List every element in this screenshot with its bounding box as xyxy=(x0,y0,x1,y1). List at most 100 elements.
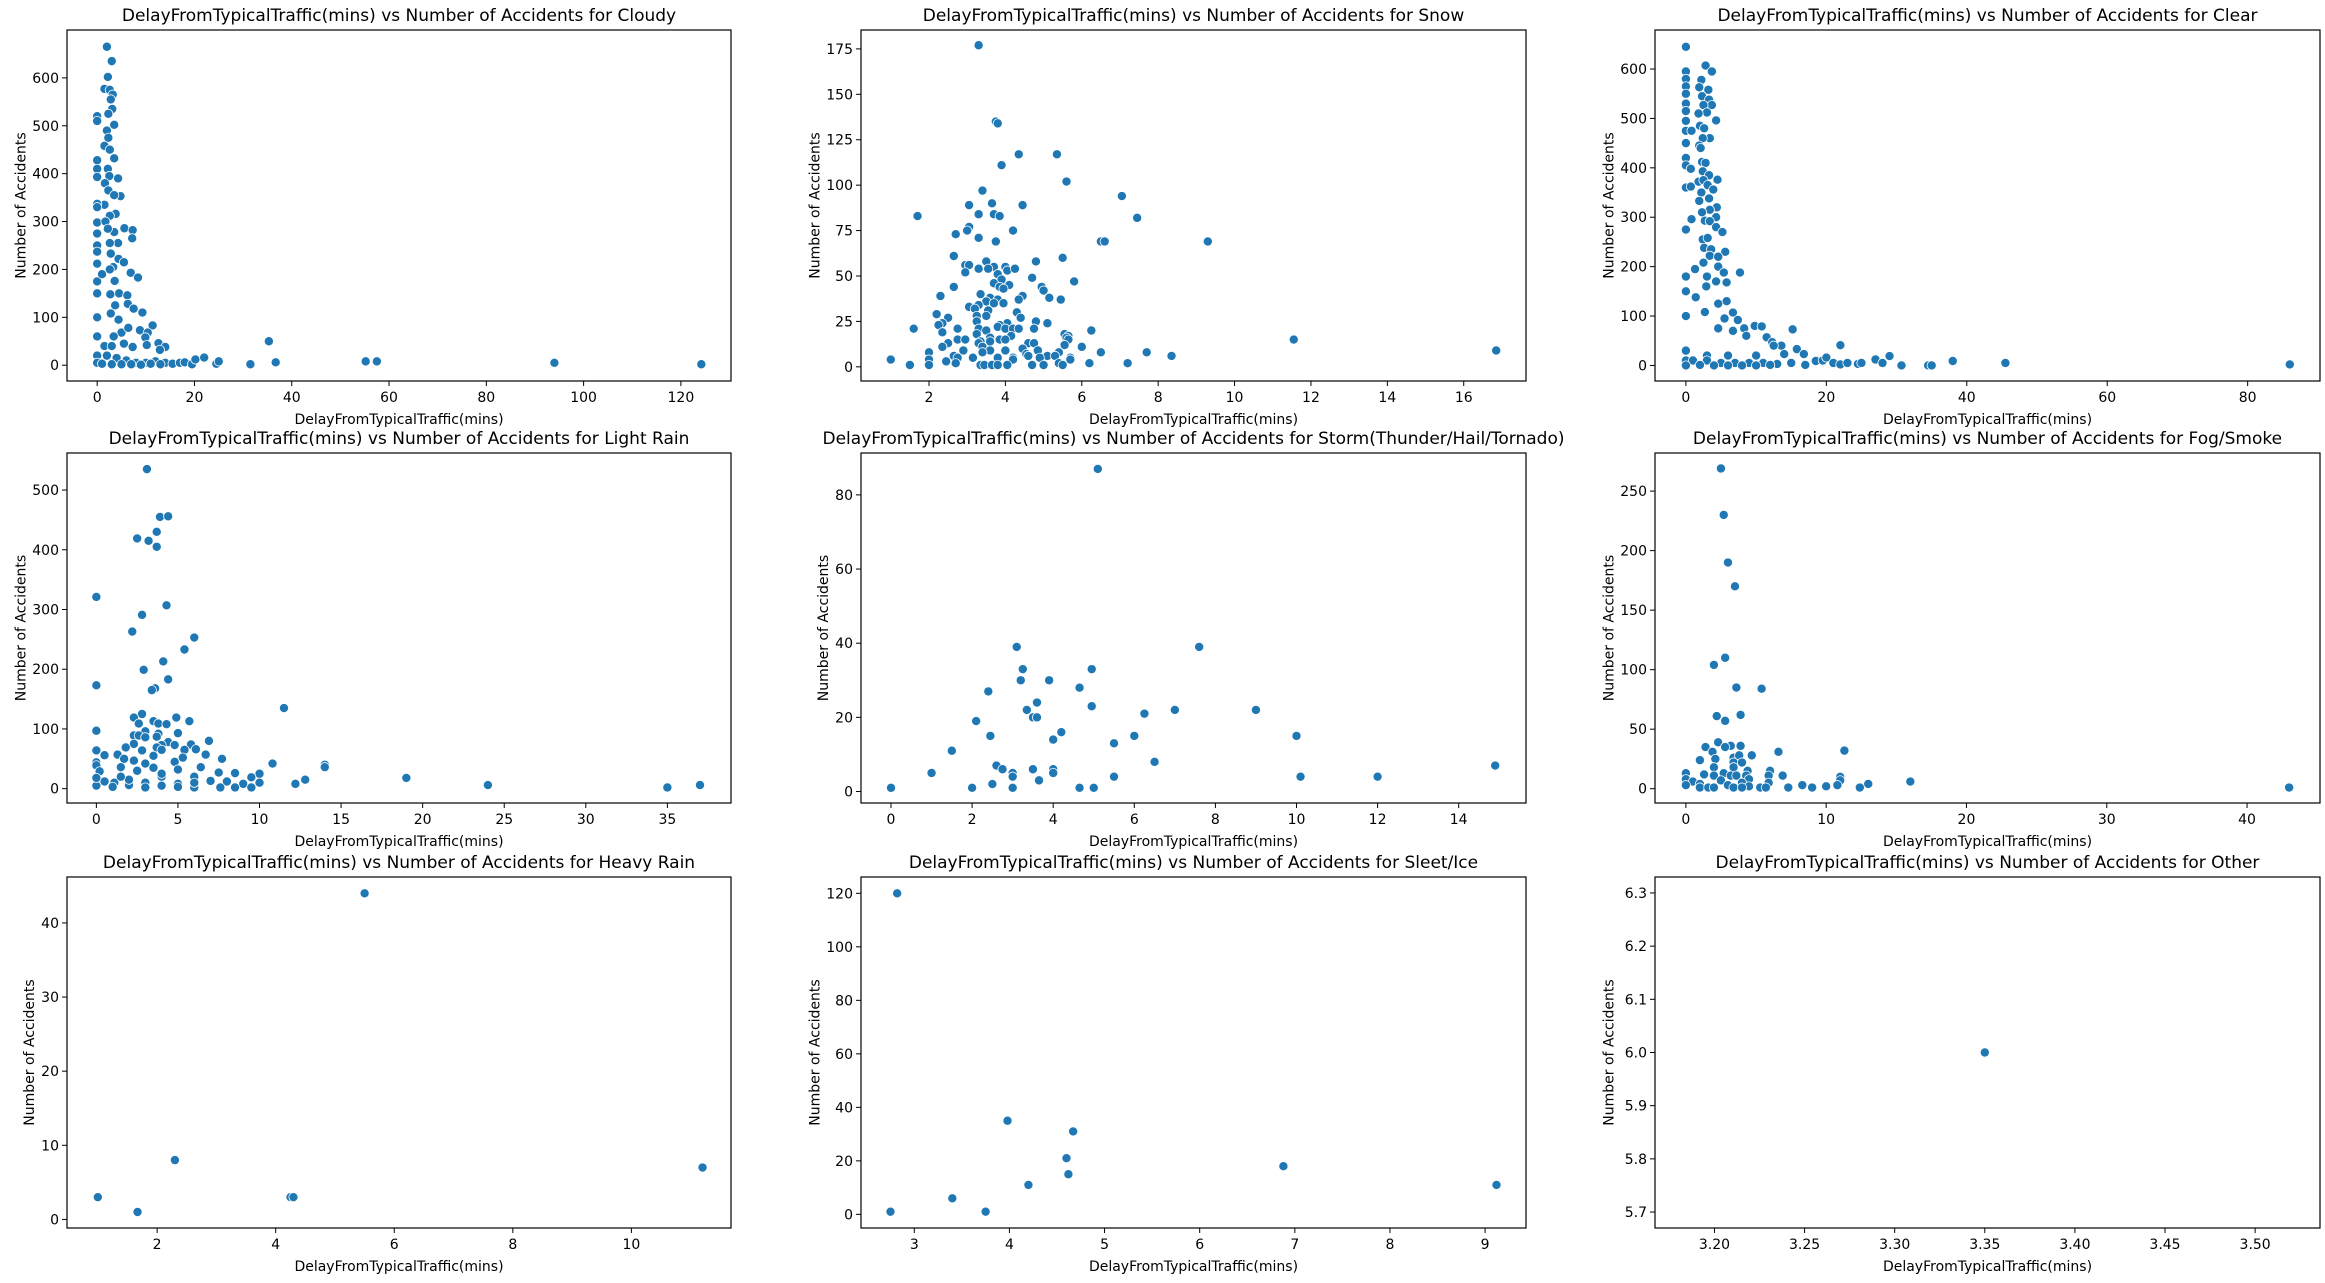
data-point xyxy=(958,345,969,356)
data-point xyxy=(977,347,988,358)
data-point xyxy=(947,1193,958,1204)
data-point xyxy=(1685,163,1696,174)
data-point xyxy=(1680,224,1691,235)
data-point xyxy=(1877,357,1888,368)
data-point xyxy=(359,888,370,899)
data-point xyxy=(960,267,971,278)
data-point xyxy=(1680,286,1691,297)
data-point xyxy=(1278,1161,1289,1172)
data-point xyxy=(1088,782,1099,793)
data-point xyxy=(1731,770,1742,781)
x-tick-label: 20 xyxy=(1817,390,1835,406)
data-point xyxy=(2284,359,2295,370)
data-point xyxy=(1029,323,1040,334)
data-point xyxy=(246,782,257,793)
data-point xyxy=(148,762,159,773)
y-axis-label: Number of Accidents xyxy=(816,555,832,701)
data-point xyxy=(199,352,210,363)
data-point xyxy=(1697,207,1708,218)
x-tick-label: 3.35 xyxy=(1969,1237,2000,1253)
data-point xyxy=(132,765,143,776)
data-point xyxy=(1686,125,1697,136)
data-point xyxy=(1291,730,1302,741)
data-point xyxy=(1007,771,1018,782)
data-point xyxy=(1765,359,1776,370)
chart-title: DelayFromTypicalTraffic(mins) vs Number … xyxy=(1717,6,2257,26)
data-point xyxy=(1086,325,1097,336)
data-point xyxy=(1027,764,1038,775)
data-point xyxy=(238,778,249,789)
data-point xyxy=(146,685,157,696)
data-point xyxy=(1694,782,1705,793)
data-point xyxy=(1731,682,1742,693)
data-point xyxy=(200,749,211,760)
data-point xyxy=(1807,782,1818,793)
data-point xyxy=(104,144,115,155)
data-point xyxy=(1116,191,1127,202)
data-point xyxy=(482,780,493,791)
subplot-2: DelayFromTypicalTraffic(mins) vs Number … xyxy=(808,6,1527,428)
data-point xyxy=(1787,324,1798,335)
data-point xyxy=(1741,330,1752,341)
data-point xyxy=(113,238,124,249)
data-point xyxy=(1015,675,1026,686)
chart-title: DelayFromTypicalTraffic(mins) vs Number … xyxy=(909,853,1478,873)
data-point xyxy=(1905,776,1916,787)
data-point xyxy=(1017,664,1028,675)
axes-frame xyxy=(66,876,732,1229)
axes-frame xyxy=(1654,29,2321,382)
x-tick-label: 4 xyxy=(1001,390,1010,406)
data-point xyxy=(1687,355,1698,366)
data-points xyxy=(885,40,1502,371)
data-point xyxy=(697,1162,708,1173)
data-point xyxy=(1013,323,1024,334)
data-point xyxy=(107,781,118,792)
data-point xyxy=(205,775,216,786)
data-point xyxy=(189,777,200,788)
data-point xyxy=(169,1155,180,1166)
data-point xyxy=(137,709,148,720)
data-point xyxy=(1044,292,1055,303)
data-point xyxy=(123,322,134,333)
x-axis-label: DelayFromTypicalTraffic(mins) xyxy=(1883,834,2092,850)
data-point xyxy=(1720,652,1731,663)
data-point xyxy=(1734,267,1745,278)
data-point xyxy=(1680,780,1691,791)
data-point xyxy=(1777,770,1788,781)
data-point xyxy=(973,40,984,51)
data-point xyxy=(1686,214,1697,225)
data-point xyxy=(119,223,130,234)
data-point xyxy=(151,541,162,552)
data-point xyxy=(106,56,117,67)
data-point xyxy=(163,511,174,522)
data-point xyxy=(1074,682,1085,693)
data-point xyxy=(1783,782,1794,793)
data-point xyxy=(155,359,166,370)
data-point xyxy=(1760,782,1771,793)
subplot-1: DelayFromTypicalTraffic(mins) vs Number … xyxy=(14,6,732,428)
subplot-9: DelayFromTypicalTraffic(mins) vs Number … xyxy=(1602,853,2321,1275)
data-point xyxy=(360,356,371,367)
data-point xyxy=(137,745,148,756)
data-point xyxy=(1711,276,1722,287)
data-point xyxy=(1835,340,1846,351)
data-point xyxy=(128,755,139,766)
data-point xyxy=(1017,200,1028,211)
data-point xyxy=(169,740,180,751)
data-point xyxy=(549,357,560,368)
x-tick-label: 15 xyxy=(332,812,350,828)
data-point xyxy=(113,314,124,325)
data-point xyxy=(1202,236,1213,247)
data-point xyxy=(1288,334,1299,345)
data-point xyxy=(140,782,151,793)
data-point xyxy=(1250,704,1261,715)
data-point xyxy=(103,108,114,119)
x-tick-label: 40 xyxy=(1958,390,1976,406)
data-point xyxy=(662,782,673,793)
data-point xyxy=(1694,82,1705,93)
data-point xyxy=(998,298,1009,309)
data-point xyxy=(138,664,149,675)
data-point xyxy=(1700,742,1711,753)
data-point xyxy=(1700,60,1711,71)
